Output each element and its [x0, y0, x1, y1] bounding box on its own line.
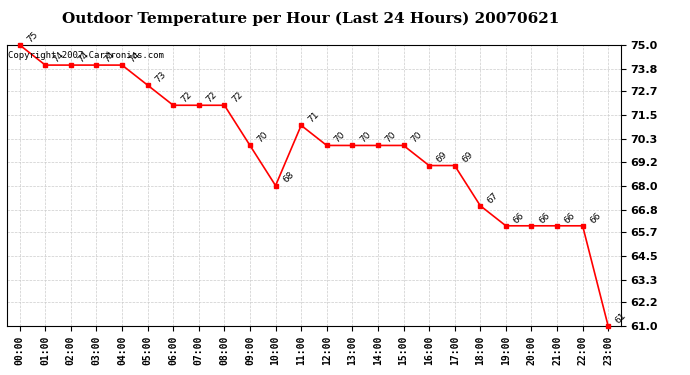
Text: 70: 70	[409, 130, 424, 145]
Text: 66: 66	[511, 210, 526, 225]
Text: 70: 70	[255, 130, 270, 145]
Text: 74: 74	[102, 50, 117, 64]
Text: 68: 68	[281, 170, 295, 185]
Text: 73: 73	[153, 70, 168, 84]
Text: 74: 74	[77, 50, 91, 64]
Text: 69: 69	[460, 150, 475, 165]
Text: 66: 66	[588, 210, 602, 225]
Text: 67: 67	[486, 190, 500, 205]
Text: 66: 66	[537, 210, 551, 225]
Text: 66: 66	[562, 210, 577, 225]
Text: 72: 72	[204, 90, 219, 105]
Text: 70: 70	[384, 130, 398, 145]
Text: 70: 70	[358, 130, 373, 145]
Text: Copyright 2007 Cartronics.com: Copyright 2007 Cartronics.com	[8, 51, 164, 60]
Text: 72: 72	[230, 90, 244, 105]
Text: 72: 72	[179, 90, 193, 105]
Text: 61: 61	[614, 311, 629, 326]
Text: 74: 74	[51, 50, 66, 64]
Text: Outdoor Temperature per Hour (Last 24 Hours) 20070621: Outdoor Temperature per Hour (Last 24 Ho…	[62, 11, 559, 26]
Text: 75: 75	[26, 30, 40, 44]
Text: 70: 70	[333, 130, 347, 145]
Text: 69: 69	[435, 150, 449, 165]
Text: 74: 74	[128, 50, 142, 64]
Text: 71: 71	[307, 110, 322, 125]
